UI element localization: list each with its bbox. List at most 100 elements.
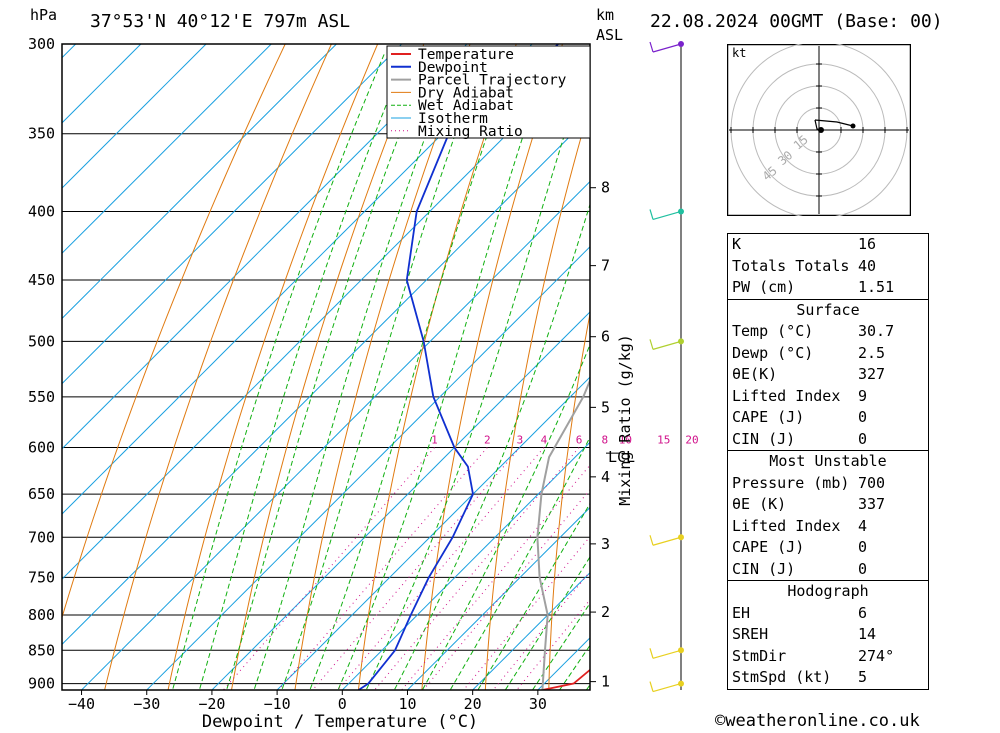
surface-index-row: Lifted Index 9: [728, 386, 928, 408]
isotherm-line: [62, 50, 590, 580]
dry-adiabat-line: [357, 44, 517, 690]
x-tick-label: −20: [198, 695, 225, 713]
most-unstable-title: Most Unstable: [769, 452, 887, 470]
hodo-index-value: 6: [858, 603, 868, 622]
mu-index-label: CIN (J): [732, 559, 796, 578]
basic-index-row: K 16: [728, 234, 928, 256]
mixing-ratio-label: 15: [657, 434, 670, 447]
wet-adiabat-line: [531, 602, 590, 690]
hodo-index-label: EH: [732, 603, 751, 622]
km-tick-label: 6: [601, 328, 610, 346]
basic-index-label: PW (cm): [732, 278, 796, 296]
km-tick-label: 7: [601, 257, 610, 275]
mixing-ratio-line: [337, 447, 545, 690]
mu-index-row: θE (K) 337: [728, 494, 928, 516]
datetime-title: 22.08.2024 00GMT (Base: 00): [650, 11, 943, 32]
basic-index-label: K: [732, 235, 742, 253]
km-tick-label: 4: [601, 468, 610, 486]
dry-adiabat-line: [484, 104, 590, 690]
mixing-ratio-line: [492, 570, 590, 690]
hodograph-title: Hodograph: [787, 582, 869, 600]
basic-index-value: 40: [858, 256, 877, 275]
mixing-ratio-line: [374, 447, 580, 690]
surface-index-label: Temp (°C): [732, 322, 814, 340]
isotherm-line: [81, 180, 590, 690]
mixing-ratio-label: 8: [602, 434, 609, 447]
pressure-tick-label: 700: [28, 528, 55, 546]
isotherm-line: [472, 571, 590, 690]
pressure-tick-label: 500: [28, 332, 55, 350]
legend-entry: Wet Adiabat: [418, 98, 514, 114]
basic-index-row: Totals Totals 40: [728, 256, 928, 278]
wind-barb-shaft: [652, 649, 682, 659]
isotherm-line: [62, 44, 337, 320]
mixing-ratio-label: 1: [431, 434, 438, 447]
mixing-ratio-line: [222, 447, 435, 690]
pressure-tick-label: 650: [28, 485, 55, 503]
mu-index-value: 337: [858, 495, 886, 513]
surface-index-value: 9: [858, 386, 868, 405]
pressure-tick-label: 550: [28, 388, 55, 406]
isotherm-line: [276, 376, 590, 690]
pressure-tick-label: 900: [28, 675, 55, 693]
mixing-ratio-label: 10: [619, 434, 632, 447]
wind-barb-flag: [649, 209, 654, 220]
wind-barb-shaft: [652, 340, 682, 350]
hodograph-end-dot: [850, 123, 856, 129]
hodo-index-row: EH 6: [728, 603, 928, 625]
surface-index-label: Lifted Index: [732, 386, 841, 405]
km-tick-label: 2: [601, 603, 610, 621]
basic-index-value: 1.51: [858, 278, 895, 296]
mu-index-row: CIN (J) 0: [728, 559, 928, 581]
legend-entry: Dewpoint: [418, 60, 488, 76]
legend-entry: Isotherm: [418, 111, 488, 127]
legend-entry: Dry Adiabat: [418, 85, 514, 101]
km-tick-label: 5: [601, 398, 610, 416]
asl-unit-label: ASL: [596, 26, 624, 44]
mixing-ratio-label: 3: [517, 434, 524, 447]
pressure-tick-label: 600: [28, 439, 55, 457]
basic-indices: K 16 Totals Totals 40 PW (cm) 1.51: [728, 234, 928, 299]
copyright-text[interactable]: ©weatheronline.co.uk: [715, 711, 920, 731]
location-title: 37°53'N 40°12'E 797m ASL: [90, 11, 351, 32]
mixing-ratio-line: [463, 535, 590, 690]
mu-index-value: 4: [858, 516, 868, 535]
legend-entry: Mixing Ratio: [418, 124, 523, 140]
pressure-tick-label: 350: [28, 125, 55, 143]
wet-adiabat-line: [504, 556, 590, 690]
most-unstable-section: Most Unstable Pressure (mb) 700 θE (K) 337 L…: [728, 450, 928, 580]
isotherm-line: [62, 44, 142, 124]
wind-barb-flag: [649, 648, 654, 659]
mu-index-label: Pressure (mb): [732, 473, 850, 492]
x-tick-label: 30: [529, 695, 547, 713]
isotherm-line: [62, 44, 272, 254]
hodo-index-label: SREH: [732, 625, 769, 643]
mu-index-label: θE (K): [732, 495, 787, 513]
basic-index-row: PW (cm) 1.51: [728, 277, 928, 299]
surface-index-row: CAPE (J) 0: [728, 407, 928, 429]
wind-barb-shaft: [652, 536, 682, 546]
hodo-index-row: SREH 14: [728, 624, 928, 646]
dry-adiabat-line: [674, 44, 700, 690]
km-tick-label: 8: [601, 179, 610, 197]
mu-index-row: Pressure (mb) 700: [728, 473, 928, 495]
surface-index-value: 2.5: [858, 343, 886, 362]
isotherm-line: [62, 44, 402, 385]
isotherm-line: [62, 44, 468, 450]
mu-index-value: 0: [858, 559, 868, 578]
hodo-index-label: StmSpd (kt): [732, 668, 832, 686]
hodo-index-value: 274°: [858, 646, 895, 665]
plot-area: [62, 44, 700, 690]
mu-index-value: 0: [858, 538, 868, 556]
wet-adiabat-line: [585, 683, 590, 690]
mu-index-label: CAPE (J): [732, 538, 805, 556]
dry-adiabat-line: [294, 44, 471, 690]
surface-index-label: Dewp (°C): [732, 343, 814, 362]
pressure-unit-label: hPa: [30, 6, 58, 24]
surface-index-label: CIN (J): [732, 429, 796, 448]
pressure-tick-label: 300: [28, 35, 55, 53]
pressure-tick-label: 850: [28, 641, 55, 659]
wind-barb-shaft: [652, 210, 682, 221]
hodo-index-value: 5: [858, 668, 868, 686]
